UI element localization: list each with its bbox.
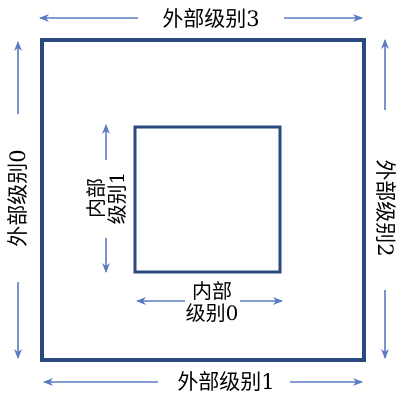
- inner-left-label-line2: 级别1: [105, 172, 129, 225]
- outer-box: [40, 38, 366, 362]
- outer-right-label: 外部级别2: [373, 159, 397, 256]
- inner-bottom-label-line2: 级别0: [186, 301, 239, 325]
- outer-top-label: 外部级别3: [162, 7, 259, 31]
- inner-left-label-line1: 内部: [84, 178, 108, 218]
- inner-box: [133, 125, 282, 274]
- outer-left-label: 外部级别0: [6, 149, 30, 246]
- inner-bottom-label-line1: 内部: [192, 279, 232, 303]
- outer-bottom-label: 外部级别1: [177, 370, 274, 394]
